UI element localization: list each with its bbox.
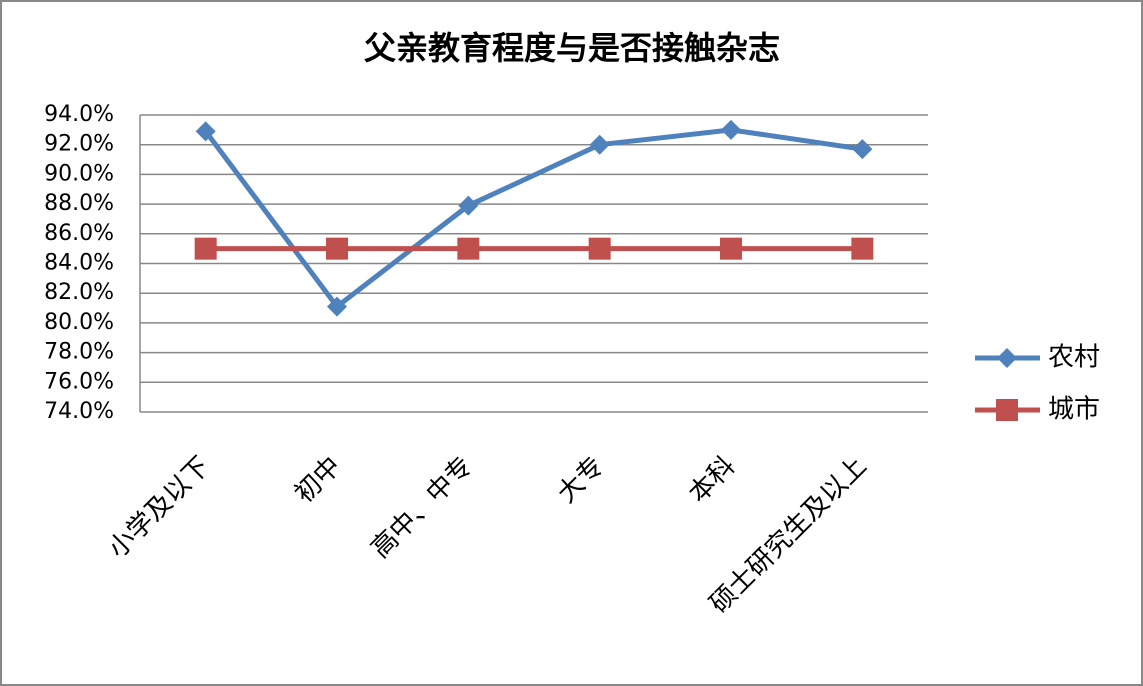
y-tick-label: 84.0%	[44, 251, 114, 276]
marker	[852, 139, 873, 160]
y-tick-label: 94.0%	[44, 102, 114, 127]
y-tick-label: 86.0%	[44, 221, 114, 246]
y-tick-label: 88.0%	[44, 191, 114, 216]
marker	[720, 237, 742, 260]
y-tick-label: 78.0%	[44, 340, 114, 365]
marker	[327, 296, 347, 317]
marker	[589, 134, 610, 155]
marker	[997, 348, 1017, 368]
marker	[996, 399, 1018, 421]
legend-label: 城市	[1048, 395, 1100, 425]
marker	[721, 119, 741, 140]
y-tick-label: 90.0%	[44, 161, 114, 186]
y-tick-label: 76.0%	[44, 369, 114, 394]
legend-label: 农村	[1048, 343, 1100, 373]
marker	[326, 237, 348, 260]
chart-title: 父亲教育程度与是否接触杂志	[364, 29, 780, 67]
y-tick-label: 82.0%	[44, 280, 114, 305]
y-tick-label: 92.0%	[44, 132, 114, 157]
marker	[458, 195, 479, 216]
y-tick-label: 80.0%	[44, 310, 114, 335]
marker	[195, 121, 216, 142]
y-tick-label: 74.0%	[44, 399, 114, 424]
marker	[457, 237, 480, 260]
marker	[588, 237, 611, 260]
line	[203, 127, 863, 311]
marker	[194, 237, 217, 260]
marker	[851, 237, 874, 260]
